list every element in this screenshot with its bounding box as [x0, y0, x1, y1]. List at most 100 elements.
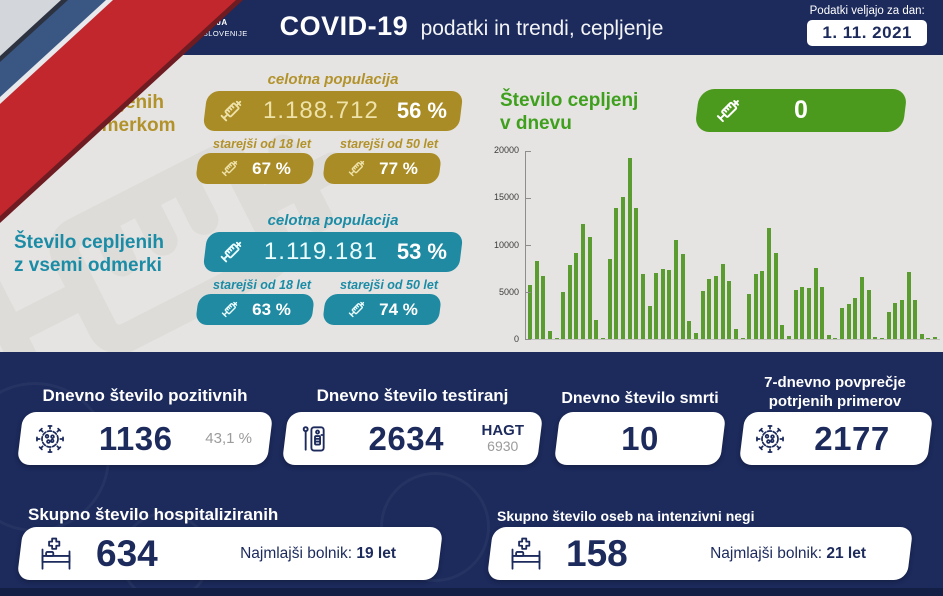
chart-bar [567, 264, 572, 339]
chart-bar [687, 321, 692, 339]
syringe-icon [713, 96, 743, 126]
chart-bar [587, 236, 592, 339]
tests-card: 2634 HAGT 6930 [281, 412, 544, 465]
chart-bar [680, 254, 685, 339]
chart-y-tick-label: 20000 [493, 145, 519, 155]
week-avg-card: 2177 [738, 412, 934, 465]
chart-bar [786, 336, 791, 339]
chart-bar [627, 157, 632, 339]
page-title: COVID-19 podatki in trendi, cepljenje [0, 11, 943, 42]
chart-bar [660, 269, 665, 339]
virus-icon [34, 423, 66, 455]
week-avg-title-line2: potrjenih primerov [768, 392, 902, 410]
syringe-icon [219, 299, 240, 320]
page-title-bold: COVID-19 [279, 11, 409, 41]
chart-bar [740, 338, 745, 339]
daily-vaccination-chart: 0 5000 10000 15000 20000 [493, 145, 941, 349]
syringe-icon [346, 158, 367, 179]
hospitalized-youngest: Najmlajši bolnik: 19 let [240, 545, 396, 563]
chart-y-tick-mark [525, 291, 531, 293]
first-dose-over50-percent: 77 % [379, 158, 418, 178]
chart-bar [826, 335, 831, 339]
all-doses-over18-badge: 63 % [195, 294, 315, 325]
chart-bar [899, 300, 904, 339]
chart-bar [866, 290, 871, 339]
chart-bar [667, 270, 672, 339]
week-avg-title-line1: 7-dnevno povprečje [764, 374, 906, 391]
deaths-card: 10 [553, 412, 727, 465]
deaths-title: Dnevno število smrti [561, 390, 719, 407]
icu-value: 158 [566, 532, 628, 574]
chart-bar [747, 293, 752, 339]
all-doses-population-label: celotna populacija [267, 212, 399, 229]
chart-bar [806, 288, 811, 339]
chart-bar [919, 334, 924, 339]
chart-bar [846, 304, 851, 339]
first-dose-over18-percent: 67 % [252, 158, 291, 178]
icu-youngest-value: 21 let [826, 544, 866, 562]
deaths-value: 10 [621, 419, 659, 457]
tests-value: 2634 [368, 419, 444, 457]
hospitalized-title: Skupno število hospitaliziranih [28, 505, 279, 524]
first-dose-over18-badge: 67 % [195, 153, 315, 184]
positive-card: 1136 43,1 % [16, 412, 274, 465]
all-doses-over18-label: starejši od 18 let [213, 278, 311, 292]
first-dose-title: Število cepljenih z enim odmerkom [14, 92, 176, 138]
chart-bar [614, 208, 619, 339]
chart-bar [733, 328, 738, 339]
chart-y-axis: 0 5000 10000 15000 20000 [493, 145, 522, 344]
chart-bar [581, 224, 586, 339]
first-dose-total-badge: 1.188.712 56 % [202, 91, 464, 131]
hospitalized-youngest-label: Najmlajši bolnik: [240, 544, 353, 562]
first-dose-over18-label: starejši od 18 let [213, 137, 311, 151]
chart-bar [654, 273, 659, 339]
icu-youngest-label: Najmlajši bolnik: [710, 544, 823, 562]
chart-y-tick-label: 5000 [498, 286, 519, 297]
data-date: Podatki veljajo za dan: 1. 11. 2021 [807, 5, 927, 46]
chart-y-tick-mark [525, 150, 531, 152]
chart-bar [926, 337, 931, 339]
chart-bar [780, 324, 785, 339]
hospital-bed-icon [508, 536, 544, 572]
chart-bar [574, 252, 579, 339]
chart-bar [886, 311, 891, 339]
hospitalized-value: 634 [96, 532, 158, 574]
all-doses-title-line2: z vsemi odmerki [14, 254, 162, 276]
chart-y-tick-label: 0 [513, 334, 519, 344]
chart-bar [853, 297, 858, 339]
all-doses-count: 1.119.181 [263, 238, 378, 265]
all-doses-percent: 53 % [396, 239, 447, 264]
positive-title: Dnevno število pozitivnih [42, 386, 248, 405]
daily-vaccinations-title-line1: Število cepljenj [500, 90, 639, 111]
syringe-icon [217, 97, 245, 125]
chart-bar [700, 291, 705, 339]
chart-bar [547, 331, 552, 339]
first-dose-over50-label: starejši od 50 let [340, 137, 438, 151]
chart-bar [873, 337, 878, 339]
icu-youngest: Najmlajši bolnik: 21 let [710, 545, 866, 563]
chart-bar [707, 278, 712, 339]
chart-bar [893, 303, 898, 339]
all-doses-title: Število cepljenih z vsemi odmerki [14, 232, 164, 278]
tests-title: Dnevno število testiranj [316, 386, 509, 405]
chart-bar [694, 333, 699, 339]
hospitalized-youngest-value: 19 let [356, 544, 396, 562]
chart-bar [554, 338, 559, 339]
chart-bar [534, 260, 539, 339]
chart-bar [860, 276, 865, 339]
hospitalized-card: 634 Najmlajši bolnik: 19 let [16, 527, 444, 580]
chart-bar [561, 292, 566, 339]
chart-bar [727, 280, 732, 339]
daily-vaccinations-title: Število cepljenj v dnevu [500, 90, 638, 136]
page-title-rest: podatki in trendi, cepljenje [420, 17, 664, 40]
chart-bar [594, 320, 599, 339]
chart-bar [813, 267, 818, 339]
chart-y-tick-mark [525, 197, 531, 199]
first-dose-over50-badge: 77 % [322, 153, 442, 184]
chart-bar [720, 263, 725, 339]
chart-bar [793, 290, 798, 339]
hagt-value: 6930 [487, 438, 519, 455]
chart-bar [800, 287, 805, 339]
positive-value: 1136 [98, 419, 173, 457]
